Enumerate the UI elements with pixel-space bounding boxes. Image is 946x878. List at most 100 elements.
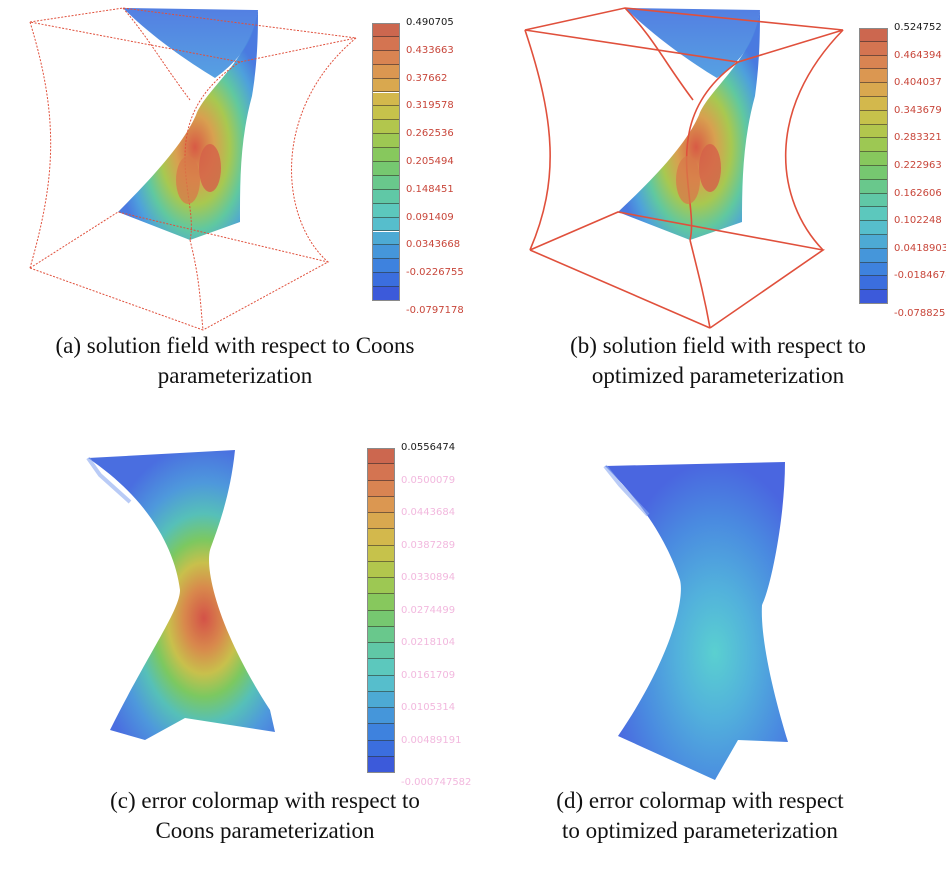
colorbar-segment: [372, 245, 400, 260]
colorbar-segment: [372, 175, 400, 190]
colorbar-c: 0.0556474 0.0500079 0.0443684 0.0387289 0.03…: [367, 442, 471, 788]
colorbar-tick-label: -0.0226755: [406, 267, 464, 279]
colorbar-segment: [859, 69, 888, 84]
colorbar-tick-label: 0.0161709: [401, 669, 456, 681]
colorbar-segment: [372, 189, 400, 204]
caption-b: (b) solution field with respect to optim…: [490, 331, 946, 391]
colorbar-segment: [367, 691, 395, 708]
colorbar-segment: [367, 724, 395, 741]
colorbar-segment: [859, 83, 888, 97]
colorbar-tick-label: 0.0500079: [401, 474, 456, 486]
colorbar-segment: [859, 97, 888, 111]
colorbar-segment: [859, 124, 888, 139]
colorbar-tick-label: -0.0797178: [406, 305, 464, 316]
colorbar-segment: [372, 259, 400, 274]
colorbar-frame: [372, 23, 400, 301]
colorbar-segment: [367, 578, 395, 595]
colorbar-segment: [367, 626, 395, 643]
error-surface: [88, 450, 275, 740]
colorbar-tick-label: 0.0387289: [401, 539, 456, 551]
colorbar-tick-label: 0.262536: [406, 128, 454, 140]
colorbar-a: 0.490705 0.433663 0.37662 0.319578 0.262536 0…: [372, 17, 464, 316]
caption-a: (a) solution field with respect to Coons…: [0, 331, 470, 391]
panel-c: 0.0556474 0.0500079 0.0443684 0.0387289 0.03…: [0, 440, 490, 788]
caption-c-line1: (c) error colormap with respect to: [110, 788, 420, 813]
colorbar-segment: [367, 708, 395, 725]
colorbar-tick-label: 0.490705: [406, 17, 454, 28]
colorbar-segment: [367, 675, 395, 692]
colorbar-tick-label: 0.0105314: [401, 702, 456, 713]
colorbar-segment: [859, 138, 888, 153]
caption-b-line1: (b) solution field with respect to: [570, 333, 866, 358]
colorbar-tick-label: 0.404037: [894, 77, 942, 89]
colorbar-tick-label: 0.319578: [406, 100, 454, 112]
wireframe-box: [524, 7, 844, 329]
hot-spot: [676, 156, 700, 204]
colorbar-segment: [372, 120, 400, 135]
caption-d-line1: (d) error colormap with respect: [556, 788, 844, 813]
colorbar-tick-label: 0.524752: [894, 22, 942, 33]
colorbar-segment: [859, 28, 888, 42]
colorbar-segment: [367, 480, 395, 497]
colorbar-segment: [859, 193, 888, 208]
colorbar-segment: [859, 276, 888, 291]
colorbar-segment: [367, 740, 395, 757]
colorbar-segment: [372, 23, 400, 37]
colorbar-segment: [859, 55, 888, 70]
colorbar-segment: [367, 561, 395, 578]
colorbar-segment: [372, 64, 400, 79]
colorbar-tick-label: 0.343679: [894, 104, 942, 116]
colorbar-tick-label: 0.0418903: [894, 242, 946, 254]
colorbar-tick-label: 0.162606: [894, 187, 942, 199]
colorbar-segment: [372, 106, 400, 121]
colorbar-segment: [372, 148, 400, 162]
error-surface: [605, 462, 788, 780]
surface-sheet: [118, 8, 258, 240]
colorbar-segment: [367, 659, 395, 676]
hot-spot: [199, 144, 221, 192]
colorbar-tick-label: 0.37662: [406, 72, 448, 84]
colorbar-tick-label: 0.0330894: [401, 572, 456, 583]
colorbar-segment: [859, 221, 888, 235]
colorbar-tick-label: 0.283321: [894, 132, 942, 144]
colorbar-segment: [372, 217, 400, 232]
colorbar-segment: [859, 152, 888, 166]
colorbar-segment: [859, 207, 888, 222]
surface-edge: [603, 464, 650, 517]
surface-edge: [86, 456, 132, 504]
colorbar-segment: [367, 545, 395, 562]
colorbar-segment: [372, 231, 400, 246]
colorbar-tick-label: 0.0556474: [401, 442, 456, 453]
surface-sheet: [618, 8, 760, 240]
colorbar-segment: [859, 248, 888, 263]
colorbar-tick-label: 0.464394: [894, 49, 942, 61]
colorbar-tick-label: 0.0274499: [401, 604, 456, 616]
colorbar-segment: [367, 643, 395, 660]
colorbar-tick-label: 0.222963: [894, 160, 942, 171]
colorbar-tick-label: 0.148451: [406, 183, 454, 195]
colorbar-tick-label: 0.433663: [406, 44, 454, 56]
panel-d: [500, 440, 946, 785]
colorbar-segment: [367, 594, 395, 611]
colorbar-segment: [859, 179, 888, 194]
colorbar-frame: [859, 28, 888, 304]
panel-a: 0.490705 0.433663 0.37662 0.319578 0.262536 0…: [0, 0, 470, 331]
colorbar-segment: [367, 513, 395, 530]
colorbar-segment: [859, 110, 888, 125]
solution-field-optimized-view: [524, 7, 844, 329]
error-colormap-coons-view: [86, 450, 275, 740]
surface-top: [123, 8, 258, 78]
colorbar-segment: [372, 92, 400, 107]
colorbar-segment: [859, 41, 888, 56]
colorbar-segment: [367, 610, 395, 627]
colorbar-segment: [372, 36, 400, 51]
colorbar-tick-label: -0.0788251: [894, 308, 946, 319]
colorbar-b: 0.524752 0.464394 0.404037 0.343679 0.283321…: [859, 22, 946, 319]
colorbar-tick-label: 0.0443684: [401, 507, 456, 518]
colorbar-segment: [859, 166, 888, 180]
colorbar-tick-label: 0.205494: [406, 156, 454, 167]
caption-a-line2: parameterization: [157, 363, 313, 388]
colorbar-tick-label: 0.00489191: [401, 734, 462, 746]
colorbar-segment: [372, 203, 400, 218]
colorbar-segment: [367, 529, 395, 546]
